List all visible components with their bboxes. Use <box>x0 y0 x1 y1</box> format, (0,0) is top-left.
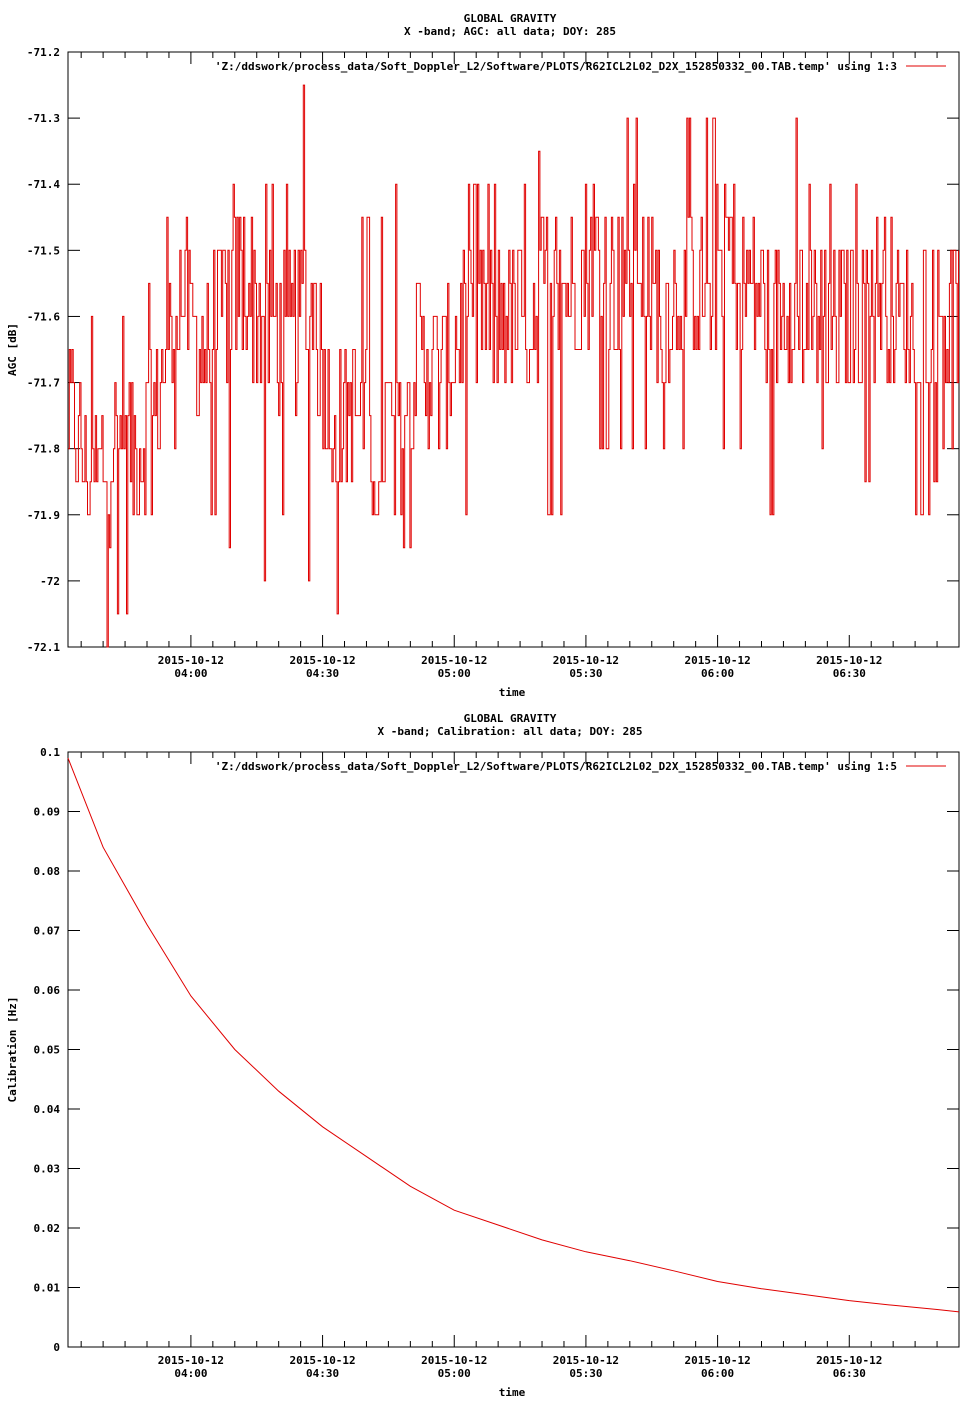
x-tick-date-label: 2015-10-12 <box>289 654 355 667</box>
x-tick-date-label: 2015-10-12 <box>816 1354 882 1367</box>
x-tick-time-label: 05:30 <box>569 667 602 680</box>
series-line <box>67 757 960 1313</box>
y-tick-label: 0.01 <box>34 1282 61 1295</box>
x-tick-date-label: 2015-10-12 <box>158 1354 224 1367</box>
x-tick-time-label: 06:00 <box>701 667 734 680</box>
x-tick-time-label: 05:00 <box>438 1367 471 1380</box>
y-tick-label: -71.4 <box>27 178 60 191</box>
x-tick-date-label: 2015-10-12 <box>289 1354 355 1367</box>
x-tick-time-label: 05:30 <box>569 1367 602 1380</box>
y-tick-label: 0.02 <box>34 1222 61 1235</box>
y-tick-label: 0.03 <box>34 1163 61 1176</box>
chart-subtitle: X -band; AGC: all data; DOY: 285 <box>404 25 616 38</box>
y-tick-label: -71.7 <box>27 377 60 390</box>
y-tick-label: -71.9 <box>27 509 60 522</box>
y-tick-label: 0.07 <box>34 925 61 938</box>
x-tick-date-label: 2015-10-12 <box>684 654 750 667</box>
y-tick-label: 0.06 <box>34 984 61 997</box>
series-line <box>68 84 959 648</box>
x-tick-date-label: 2015-10-12 <box>158 654 224 667</box>
chart-title: GLOBAL GRAVITY <box>464 12 557 25</box>
x-axis-label: time <box>499 686 526 699</box>
chart-subtitle: X -band; Calibration: all data; DOY: 285 <box>378 725 643 738</box>
y-tick-label: -72.1 <box>27 641 60 654</box>
y-tick-label: -71.3 <box>27 112 60 125</box>
x-tick-time-label: 05:00 <box>438 667 471 680</box>
y-tick-label: -71.8 <box>27 443 60 456</box>
x-tick-date-label: 2015-10-12 <box>553 1354 619 1367</box>
x-tick-time-label: 04:30 <box>306 1367 339 1380</box>
y-axis-label: Calibration [Hz] <box>6 997 19 1103</box>
chart-title: GLOBAL GRAVITY <box>464 712 557 725</box>
x-tick-time-label: 04:00 <box>174 1367 207 1380</box>
y-axis-label: AGC [dB] <box>6 323 19 376</box>
y-tick-label: 0.08 <box>34 865 61 878</box>
y-tick-label: -72 <box>40 575 60 588</box>
y-tick-label: 0.05 <box>34 1044 61 1057</box>
x-tick-time-label: 04:00 <box>174 667 207 680</box>
y-tick-label: 0 <box>53 1341 60 1354</box>
x-tick-time-label: 04:30 <box>306 667 339 680</box>
x-tick-date-label: 2015-10-12 <box>421 654 487 667</box>
plot-frame <box>67 751 960 1348</box>
x-tick-date-label: 2015-10-12 <box>421 1354 487 1367</box>
y-tick-label: 0.09 <box>34 806 61 819</box>
legend-label: 'Z:/ddswork/process_data/Soft_Doppler_L2… <box>215 760 897 773</box>
x-tick-time-label: 06:30 <box>833 667 866 680</box>
legend-label: 'Z:/ddswork/process_data/Soft_Doppler_L2… <box>215 60 897 73</box>
y-tick-label: 0.04 <box>34 1103 61 1116</box>
y-tick-label: -71.2 <box>27 46 60 59</box>
y-tick-label: -71.6 <box>27 310 60 323</box>
x-tick-date-label: 2015-10-12 <box>684 1354 750 1367</box>
x-tick-time-label: 06:00 <box>701 1367 734 1380</box>
y-tick-label: -71.5 <box>27 244 60 257</box>
x-axis-label: time <box>499 1386 526 1399</box>
x-tick-date-label: 2015-10-12 <box>816 654 882 667</box>
x-tick-time-label: 06:30 <box>833 1367 866 1380</box>
y-tick-label: 0.1 <box>40 746 60 759</box>
x-tick-date-label: 2015-10-12 <box>553 654 619 667</box>
